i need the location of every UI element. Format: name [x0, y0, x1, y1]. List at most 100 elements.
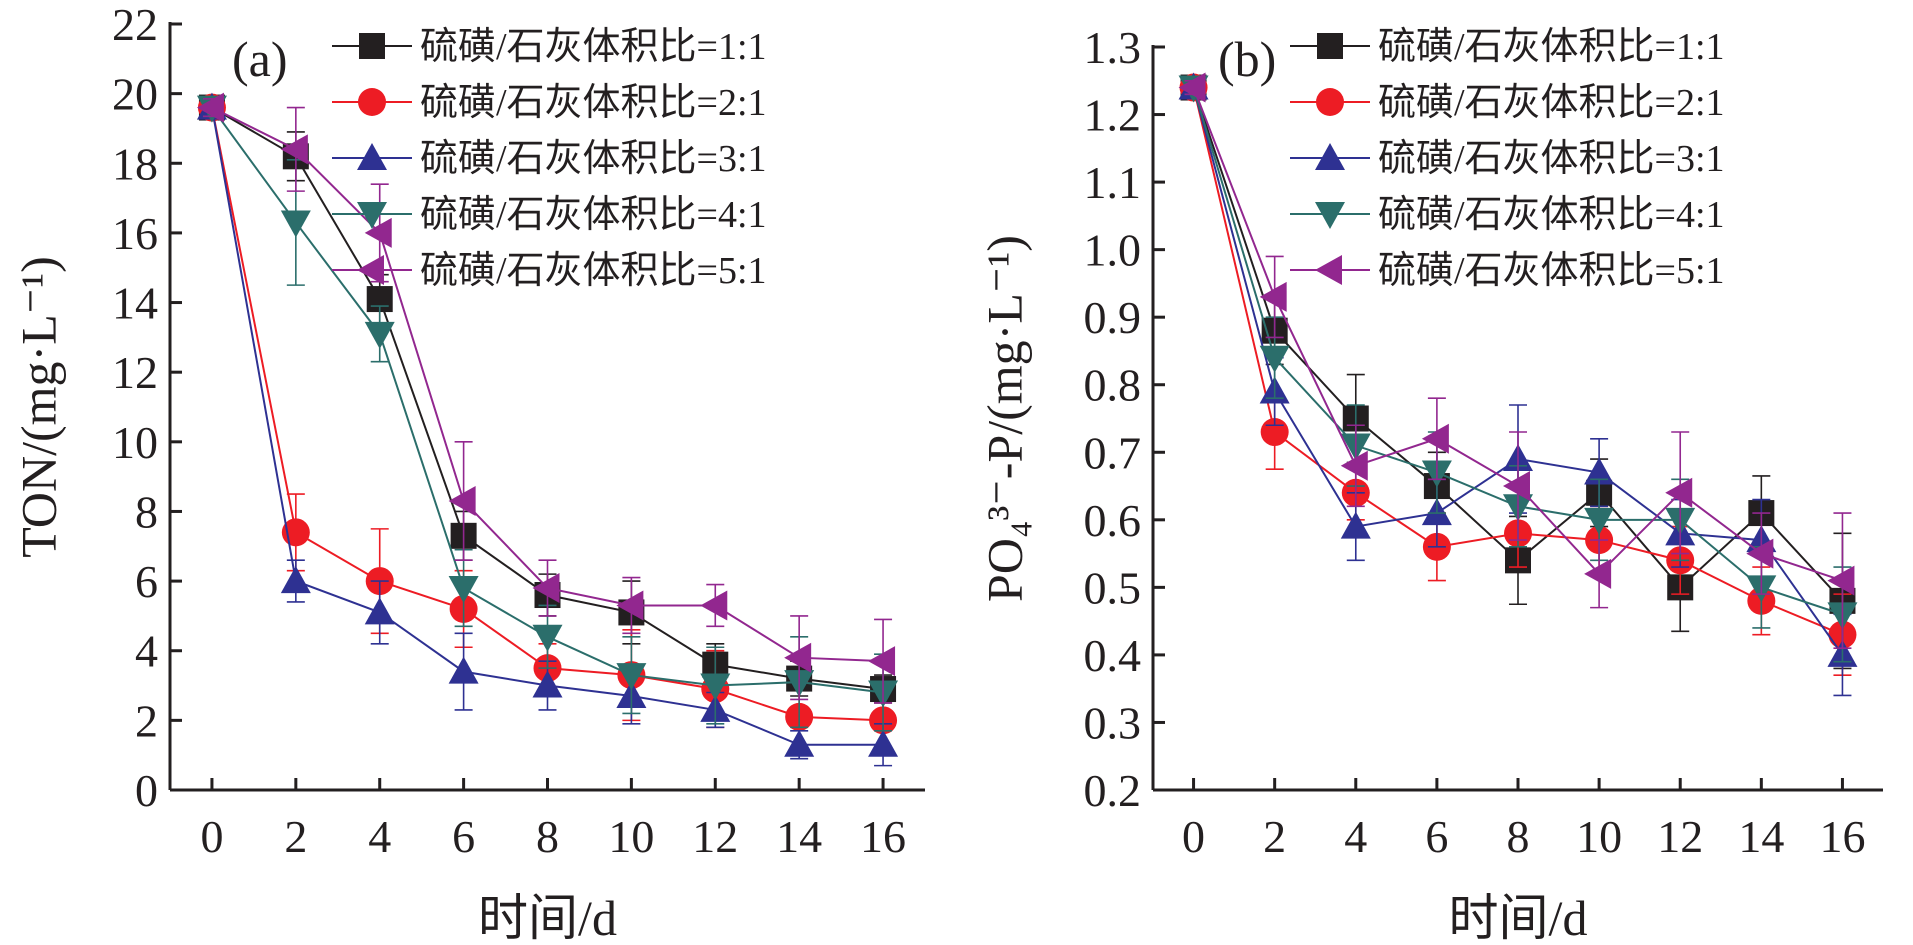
- y-tick-label: 1.2: [1084, 90, 1142, 141]
- y-tick-label: 1.0: [1084, 225, 1142, 276]
- y-tick-label: 6: [135, 556, 158, 607]
- data-point: [280, 566, 311, 594]
- data-point: [448, 486, 476, 517]
- legend-entry: 硫磺/石灰体积比=5:1: [332, 250, 767, 292]
- x-tick-label: 16: [1819, 811, 1865, 862]
- data-point: [1746, 538, 1774, 569]
- data-point: [616, 590, 644, 621]
- legend-entry: 硫磺/石灰体积比=1:1: [332, 26, 767, 68]
- legend: 硫磺/石灰体积比=1:1 硫磺/石灰体积比=2:1 硫磺/石灰体积比=3:1 硫磺/石…: [332, 26, 767, 292]
- y-tick-label: 1.3: [1084, 22, 1142, 73]
- data-point: [1421, 423, 1449, 454]
- data-point: [364, 321, 395, 349]
- legend-entry: 硫磺/石灰体积比=3:1: [1290, 138, 1725, 180]
- legend-entry: 硫磺/石灰体积比=2:1: [332, 82, 767, 124]
- y-tick-label: 0.6: [1084, 495, 1142, 546]
- legend-label: 硫磺/石灰体积比=1:1: [1378, 26, 1725, 68]
- x-tick-label: 0: [1182, 811, 1205, 862]
- data-point: [1259, 281, 1287, 312]
- x-tick-label: 16: [860, 811, 906, 862]
- series-4: [196, 95, 899, 732]
- x-tick-label: 12: [1657, 811, 1703, 862]
- legend-marker: [1315, 202, 1345, 229]
- data-point: [532, 670, 563, 698]
- legend-entry: 硫磺/石灰体积比=5:1: [1290, 250, 1725, 292]
- x-tick-label: 8: [1507, 811, 1530, 862]
- x-tick-label: 4: [1344, 811, 1367, 862]
- data-point: [700, 590, 728, 621]
- series-5: [1178, 72, 1855, 649]
- y-tick-label: 18: [112, 138, 158, 189]
- legend-label: 硫磺/石灰体积比=2:1: [1378, 82, 1725, 124]
- data-point: [364, 217, 392, 248]
- x-tick-label: 6: [452, 811, 475, 862]
- x-tick-label: 0: [200, 811, 223, 862]
- data-point: [1827, 565, 1855, 596]
- x-tick-label: 10: [608, 811, 654, 862]
- legend-label: 硫磺/石灰体积比=3:1: [420, 138, 767, 180]
- x-axis-title: 时间/d: [478, 890, 617, 945]
- legend-label: 硫磺/石灰体积比=5:1: [1378, 250, 1725, 292]
- data-point: [532, 573, 560, 604]
- data-point: [196, 92, 224, 123]
- data-point: [1503, 471, 1530, 502]
- data-point: [1340, 450, 1368, 481]
- data-point: [616, 663, 647, 691]
- data-point: [364, 597, 395, 625]
- legend-label: 硫磺/石灰体积比=3:1: [1378, 138, 1725, 180]
- y-tick-label: 0.3: [1084, 697, 1142, 748]
- chart-panel-b: 0.2 0.3 0.4 0.5 0.6 0.7 0.8 0.9 1.0 1.1 1.2 1.3 0 2 4 6…: [976, 22, 1883, 945]
- x-tick-label: 6: [1425, 811, 1448, 862]
- x-axis-title: 时间/d: [1449, 890, 1588, 945]
- x-tick-label: 12: [692, 811, 738, 862]
- data-point: [1340, 511, 1371, 539]
- y-tick-label: 0.2: [1084, 765, 1142, 816]
- y-axis-title: TON/(mg·L⁻¹): [10, 256, 66, 558]
- y-tick-label: 14: [112, 278, 158, 329]
- x-tick-label: 14: [1738, 811, 1784, 862]
- data-point: [868, 646, 896, 677]
- x-tick-label: 8: [536, 811, 559, 862]
- data-point: [784, 729, 815, 757]
- panel-label: (b): [1218, 31, 1276, 87]
- x-tick-label: 14: [776, 811, 822, 862]
- y-tick-label: 0.4: [1084, 630, 1142, 681]
- y-tick-label: 10: [112, 417, 158, 468]
- data-point: [1178, 72, 1206, 103]
- legend-marker: [1317, 33, 1343, 59]
- legend-marker: [357, 255, 384, 285]
- legend-entry: 硫磺/石灰体积比=4:1: [332, 194, 767, 236]
- legend-entry: 硫磺/石灰体积比=1:1: [1290, 26, 1725, 68]
- y-tick-label: 20: [112, 69, 158, 120]
- panel-label: (a): [232, 31, 288, 87]
- data-point: [448, 656, 479, 684]
- legend-entry: 硫磺/石灰体积比=4:1: [1290, 194, 1725, 236]
- x-tick-label: 2: [284, 811, 307, 862]
- y-tick-label: 4: [135, 626, 158, 677]
- y-tick-label: 22: [112, 0, 158, 50]
- y-tick-label: 0: [135, 765, 158, 816]
- legend-entry: 硫磺/石灰体积比=3:1: [332, 138, 767, 180]
- y-tick-label: 0.9: [1084, 292, 1142, 343]
- y-tick-label: 0.5: [1084, 562, 1142, 613]
- legend-marker: [359, 33, 385, 59]
- y-tick-label: 1.1: [1084, 157, 1142, 208]
- legend-label: 硫磺/石灰体积比=1:1: [420, 26, 767, 68]
- legend: 硫磺/石灰体积比=1:1 硫磺/石灰体积比=2:1 硫磺/石灰体积比=3:1 硫磺/石…: [1290, 26, 1725, 292]
- legend-marker: [357, 143, 387, 170]
- y-axis-title: PO₄³⁻-P/(mg·L⁻¹): [976, 235, 1032, 602]
- legend-marker: [1316, 88, 1344, 116]
- data-point: [1584, 457, 1615, 485]
- data-point: [868, 729, 899, 757]
- y-tick-label: 16: [112, 208, 158, 259]
- x-tick-label: 4: [368, 811, 391, 862]
- data-point: [448, 576, 479, 604]
- y-tick-label: 0.7: [1084, 427, 1142, 478]
- y-tick-label: 8: [135, 486, 158, 537]
- data-point: [280, 134, 308, 165]
- data-point: [1259, 345, 1290, 373]
- legend-label: 硫磺/石灰体积比=4:1: [1378, 194, 1725, 236]
- data-point: [280, 210, 311, 238]
- data-point: [1584, 507, 1615, 535]
